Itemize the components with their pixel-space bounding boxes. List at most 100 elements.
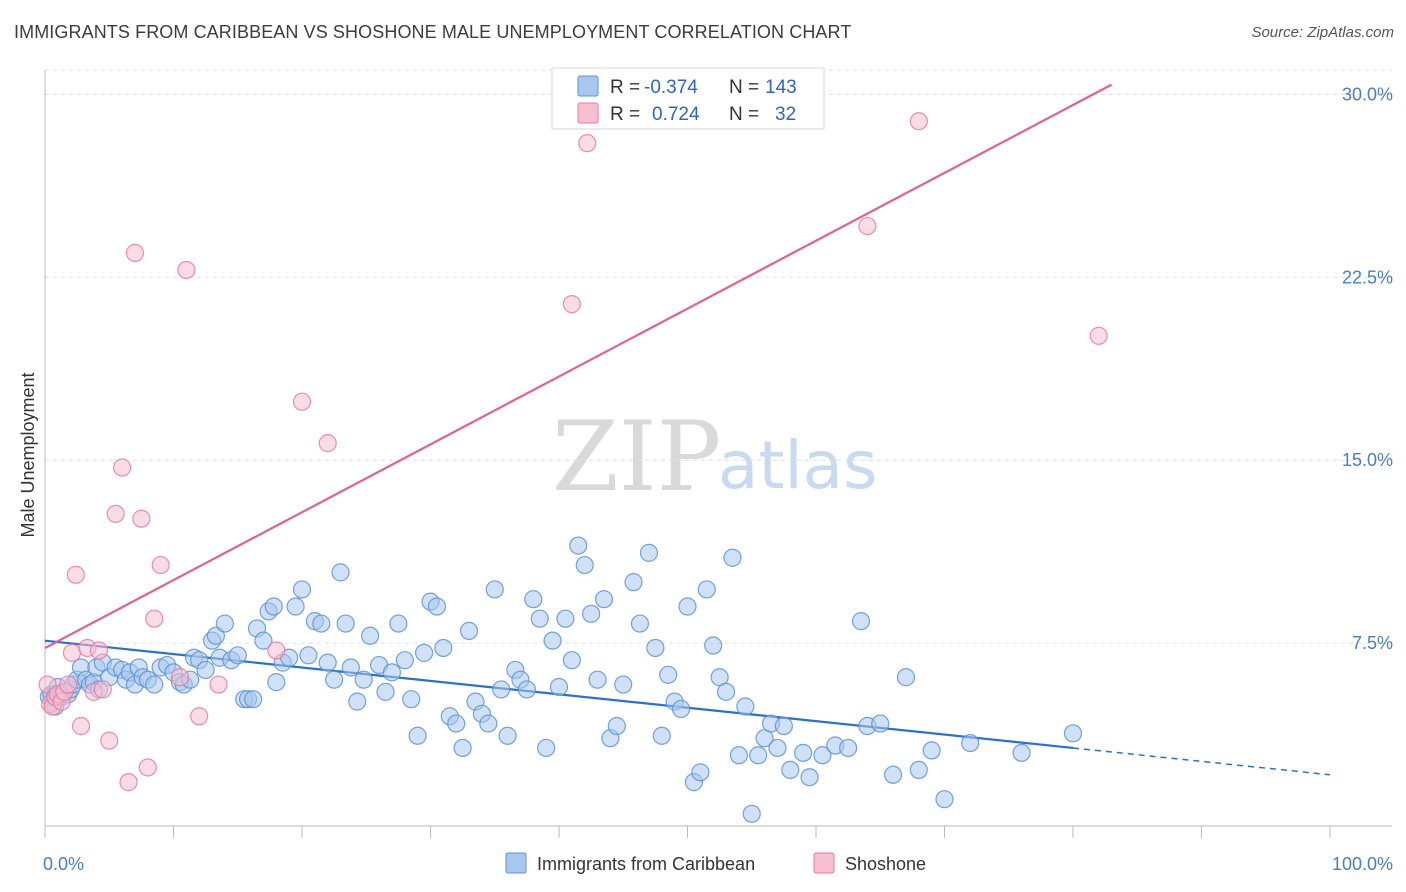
caribbean-point-62: [325, 670, 344, 689]
shoshone-point-19: [125, 243, 145, 263]
caribbean-point-147: [1012, 743, 1031, 762]
legend-swatch-pink: [577, 102, 599, 124]
y-tick-label-0: 7.5%: [1352, 633, 1393, 653]
caribbean-point-60: [312, 614, 331, 633]
caribbean-point-98: [556, 609, 575, 628]
caribbean-point-126: [742, 804, 761, 823]
caribbean-point-123: [723, 548, 742, 567]
caribbean-point-127: [749, 746, 768, 765]
shoshone-point-15: [100, 731, 119, 750]
caribbean-point-45: [228, 646, 247, 665]
caribbean-point-89: [498, 726, 517, 745]
caribbean-point-92: [517, 680, 536, 699]
shoshone-point-20: [132, 509, 151, 528]
caribbean-point-68: [361, 626, 380, 645]
caribbean-point-43: [215, 614, 234, 633]
shoshone-point-21: [138, 758, 157, 777]
caribbean-point-141: [883, 765, 903, 784]
caribbean-point-115: [671, 699, 691, 719]
caribbean-point-130: [768, 738, 787, 758]
caribbean-point-148: [1063, 724, 1083, 743]
legend-r-value-1: -0.374: [644, 77, 698, 98]
caribbean-point-57: [292, 580, 312, 599]
data-points: [38, 112, 1108, 823]
shoshone-point-31: [562, 295, 581, 314]
caribbean-point-50: [254, 631, 273, 650]
y-axis-label: Male Unemployment: [18, 372, 38, 537]
caribbean-point-102: [582, 604, 601, 623]
shoshone-point-29: [292, 392, 312, 411]
caribbean-point-140: [871, 714, 890, 733]
caribbean-point-66: [348, 692, 367, 711]
caribbean-point-39: [196, 660, 215, 680]
bottom-legend-label-shoshone: Shoshone: [845, 854, 926, 874]
caribbean-point-101: [575, 555, 594, 575]
caribbean-point-108: [624, 573, 643, 592]
y-tick-label-2: 22.5%: [1342, 267, 1393, 287]
shoshone-point-24: [170, 668, 190, 687]
caribbean-point-119: [697, 580, 716, 599]
legend-n-value-2: 32: [775, 104, 796, 125]
chart-title: IMMIGRANTS FROM CARIBBEAN VS SHOSHONE MA…: [14, 22, 852, 42]
caribbean-point-70: [376, 682, 395, 701]
caribbean-point-99: [562, 651, 581, 670]
caribbean-point-82: [453, 738, 472, 758]
caribbean-point-63: [331, 563, 350, 582]
caribbean-point-96: [543, 631, 562, 650]
caribbean-point-112: [652, 726, 671, 745]
source-label: Source: ZipAtlas.com: [1251, 24, 1394, 41]
shoshone-point-25: [177, 260, 196, 280]
caribbean-point-125: [736, 697, 755, 716]
bottom-legend: Immigrants from Caribbean Shoshone: [505, 852, 926, 874]
legend-r-label-1: R =: [610, 77, 640, 98]
caribbean-point-134: [800, 768, 819, 787]
legend-n-label-1: N =: [729, 77, 759, 98]
caribbean-point-61: [318, 653, 337, 672]
caribbean-point-53: [267, 673, 286, 692]
caribbean-point-104: [594, 590, 614, 609]
shoshone-point-26: [190, 707, 209, 726]
caribbean-point-87: [485, 580, 504, 599]
watermark-zip: ZIP: [552, 401, 721, 513]
shoshone-point-27: [209, 675, 228, 694]
caribbean-point-93: [524, 590, 543, 609]
caribbean-point-109: [630, 614, 650, 633]
shoshone-point-30: [318, 434, 337, 453]
caribbean-point-100: [569, 536, 588, 555]
caribbean-point-64: [336, 614, 355, 633]
caribbean-point-110: [639, 543, 659, 562]
caribbean-point-71: [382, 663, 402, 682]
watermark: ZIP atlas: [552, 401, 878, 513]
caribbean-point-120: [704, 636, 723, 655]
caribbean-point-95: [537, 738, 556, 758]
y-tick-label-1: 15.0%: [1342, 450, 1393, 470]
x-tick-label-max: 100.0%: [1332, 854, 1393, 874]
y-tick-label-3: 30.0%: [1342, 84, 1393, 104]
x-tick-label-min: 0.0%: [43, 854, 84, 874]
caribbean-point-138: [851, 612, 871, 631]
caribbean-point-103: [588, 670, 607, 689]
shoshone-point-14: [93, 680, 112, 699]
caribbean-point-74: [402, 690, 421, 709]
caribbean-point-116: [678, 597, 697, 616]
caribbean-point-146: [961, 733, 980, 753]
caribbean-point-41: [206, 626, 226, 645]
shoshone-point-33: [858, 216, 877, 236]
caribbean-point-75: [408, 726, 427, 745]
shoshone-point-35: [1089, 326, 1108, 345]
caribbean-point-67: [354, 670, 373, 689]
caribbean-point-107: [614, 675, 633, 694]
caribbean-point-135: [813, 746, 832, 765]
shoshone-point-34: [909, 112, 928, 131]
caribbean-point-81: [447, 714, 466, 733]
caribbean-point-145: [935, 790, 954, 809]
caribbean-trend-extension: [1072, 747, 1331, 776]
caribbean-point-86: [479, 714, 498, 733]
caribbean-point-133: [794, 743, 813, 762]
caribbean-point-132: [781, 760, 800, 780]
caribbean-point-76: [414, 643, 434, 662]
caribbean-point-83: [459, 621, 479, 641]
caribbean-point-113: [659, 665, 678, 684]
caribbean-point-106: [607, 716, 626, 736]
